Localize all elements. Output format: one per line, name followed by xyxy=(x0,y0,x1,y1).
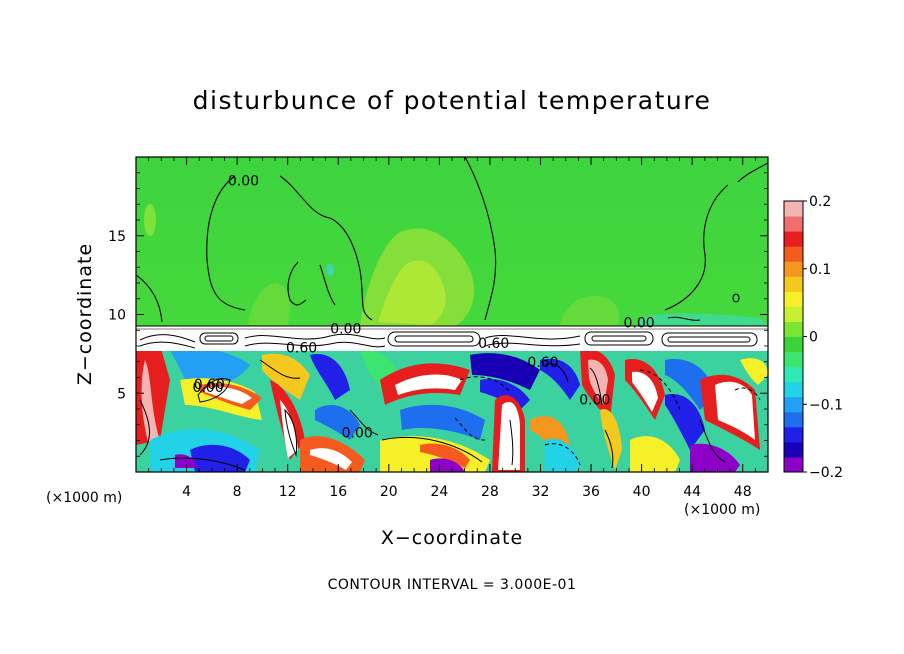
colorbar-swatch xyxy=(784,441,803,458)
y-tick-label: 10 xyxy=(108,308,126,324)
colorbar-swatch xyxy=(784,411,803,428)
contour-label: 0.00 xyxy=(342,426,373,442)
y-tick-label: 5 xyxy=(117,386,126,402)
x-tick-label: 36 xyxy=(582,484,600,500)
x-tick-label: 8 xyxy=(233,484,242,500)
x-tick-label: 28 xyxy=(481,484,499,500)
x-tick-label: 40 xyxy=(633,484,651,500)
colorbar-swatch xyxy=(784,351,803,368)
colorbar-swatch xyxy=(784,246,803,262)
colorbar-tick-label: 0.1 xyxy=(809,262,831,278)
colorbar-swatch xyxy=(784,291,803,307)
contour-interval-label: CONTOUR INTERVAL = 3.000E-01 xyxy=(327,577,577,593)
interface-band xyxy=(136,326,768,351)
colorbar-swatch xyxy=(784,216,803,232)
contour-label: 0.60 xyxy=(527,355,558,371)
x-unit-label-right: (×1000 m) xyxy=(684,502,761,518)
contour-label: 0.60 xyxy=(478,336,509,352)
colorbar-swatch xyxy=(784,426,803,443)
contour-label: 0.00 xyxy=(228,174,259,190)
contour-label: 0.60 xyxy=(286,341,317,357)
contour-label: 0.00 xyxy=(330,322,361,338)
contour-label: 0.00 xyxy=(579,393,610,409)
y-axis-label: Z−coordinate xyxy=(74,242,96,386)
colorbar-tick-label: −0.2 xyxy=(809,465,843,481)
colorbar-tick-label: −0.1 xyxy=(809,397,843,413)
interface-contours xyxy=(136,325,768,349)
x-tick-label: 32 xyxy=(532,484,550,500)
x-tick-label: 16 xyxy=(329,484,347,500)
x-tick-label: 24 xyxy=(430,484,448,500)
x-tick-label: 44 xyxy=(683,484,701,500)
colorbar: −0.2 −0.1 0 0.1 0.2 xyxy=(783,194,843,481)
colorbar-tick-label: 0 xyxy=(809,330,818,346)
x-tick-label: 4 xyxy=(182,484,191,500)
plot-area: 0.000.000.600.600.000.000.600.600.000.00 xyxy=(136,157,768,472)
contour-label: 0.60 xyxy=(194,377,225,393)
upper-contours xyxy=(136,157,768,323)
colorbar-swatch xyxy=(784,306,803,322)
x-tick-label: 48 xyxy=(734,484,752,500)
chart-title: disturbunce of potential temperature xyxy=(192,86,712,115)
x-tick-label: 12 xyxy=(279,484,297,500)
contour-label: 0.00 xyxy=(623,315,654,331)
colorbar-tick-label: 0.2 xyxy=(809,194,831,210)
y-axis: 5 10 15 xyxy=(108,172,768,457)
contour-label: 0.00 xyxy=(192,380,223,396)
x-axis: 4 8 12 16 20 24 28 32 36 40 44 48 xyxy=(148,157,756,500)
colorbar-swatch xyxy=(784,231,803,247)
turbulent-patches xyxy=(136,345,768,472)
x-unit-label-left: (×1000 m) xyxy=(46,490,123,506)
x-tick-label: 20 xyxy=(380,484,398,500)
colorbar-swatch xyxy=(784,261,803,277)
colorbar-swatch xyxy=(784,336,803,353)
y-tick-label: 15 xyxy=(108,229,126,245)
colorbar-swatch xyxy=(784,276,803,292)
colorbar-swatch xyxy=(784,381,803,398)
colorbar-swatch xyxy=(784,321,803,337)
colorbar-swatch xyxy=(784,201,803,217)
colorbar-swatch xyxy=(784,366,803,383)
colorbar-swatch xyxy=(784,456,803,473)
contour-labels: 0.000.000.600.600.000.000.600.600.000.00 xyxy=(192,174,654,442)
colorbar-swatch xyxy=(784,396,803,413)
x-axis-label: X−coordinate xyxy=(380,527,524,549)
